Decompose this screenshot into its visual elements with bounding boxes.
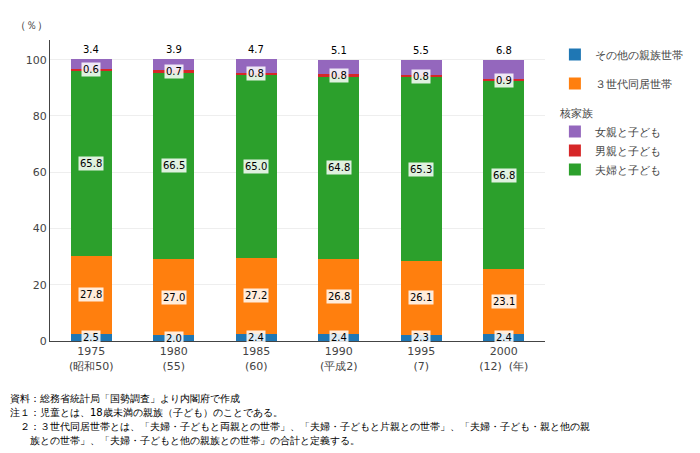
svg-text:資料：総務省統計局「国勢調査」より内閣府で作成: 資料：総務省統計局「国勢調査」より内閣府で作成 [10, 393, 240, 404]
svg-text:男親と子ども: 男親と子ども [595, 145, 661, 158]
svg-text:2.3: 2.3 [413, 332, 429, 343]
svg-text:1990(平成2): 1990(平成2) [320, 345, 358, 372]
svg-text:65.3: 65.3 [410, 164, 432, 175]
svg-text:66.5: 66.5 [163, 160, 185, 171]
svg-text:3.4: 3.4 [83, 44, 99, 55]
svg-text:1985(60): 1985(60) [242, 345, 270, 372]
svg-text:1995(7): 1995(7) [407, 345, 435, 372]
svg-text:女親と子ども: 女親と子ども [595, 126, 661, 139]
svg-text:（％）: （％） [15, 19, 48, 32]
svg-text:23.1: 23.1 [493, 296, 515, 307]
svg-text:4.7: 4.7 [248, 44, 264, 55]
svg-text:64.8: 64.8 [328, 162, 350, 173]
svg-text:65.0: 65.0 [245, 161, 267, 172]
svg-text:0.8: 0.8 [248, 68, 264, 79]
svg-text:60: 60 [33, 166, 47, 179]
svg-text:0.8: 0.8 [413, 71, 429, 82]
svg-text:族との世帯」、「夫婦・子どもと他の親族との世帯」の合計と定義: 族との世帯」、「夫婦・子どもと他の親族との世帯」の合計と定義する。 [10, 435, 360, 446]
svg-text:2.5: 2.5 [83, 332, 99, 343]
svg-text:その他の親族世帯: その他の親族世帯 [595, 49, 683, 62]
svg-text:27.8: 27.8 [80, 289, 102, 300]
svg-text:26.1: 26.1 [410, 292, 432, 303]
svg-text:6.8: 6.8 [496, 45, 512, 56]
svg-text:注１：児童とは、18歳未満の親族（子ども）のことである。: 注１：児童とは、18歳未満の親族（子ども）のことである。 [10, 407, 283, 418]
svg-text:5.5: 5.5 [413, 45, 429, 56]
svg-text:0.9: 0.9 [496, 75, 512, 86]
svg-text:夫婦と子ども: 夫婦と子ども [595, 164, 661, 177]
svg-text:2.4: 2.4 [496, 332, 512, 343]
svg-text:0.6: 0.6 [83, 64, 99, 75]
svg-text:0: 0 [40, 335, 47, 348]
svg-text:核家族: 核家族 [559, 107, 593, 120]
svg-text:66.8: 66.8 [493, 170, 515, 181]
svg-text:100: 100 [26, 54, 47, 67]
svg-text:1975(昭和50): 1975(昭和50) [69, 345, 114, 372]
svg-text:27.0: 27.0 [163, 292, 185, 303]
svg-text:27.2: 27.2 [245, 290, 267, 301]
svg-text:26.8: 26.8 [328, 291, 350, 302]
svg-text:1980(55): 1980(55) [160, 345, 188, 372]
svg-text:80: 80 [33, 110, 47, 123]
svg-text:40: 40 [33, 222, 47, 235]
svg-text:2.4: 2.4 [248, 332, 264, 343]
svg-text:5.1: 5.1 [331, 45, 347, 56]
svg-text:0.7: 0.7 [166, 66, 182, 77]
svg-text:0.8: 0.8 [331, 70, 347, 81]
svg-text:２：３世代同居世帯とは、「夫婦・子どもと両親との世帯」、「夫: ２：３世代同居世帯とは、「夫婦・子どもと両親との世帯」、「夫婦・子どもと片親との… [10, 421, 590, 432]
svg-text:65.8: 65.8 [80, 158, 102, 169]
svg-text:３世代同居世帯: ３世代同居世帯 [595, 78, 672, 91]
svg-text:2000(12) (年): 2000(12) (年) [479, 345, 528, 372]
svg-text:20: 20 [33, 279, 47, 292]
svg-text:2.4: 2.4 [331, 332, 347, 343]
svg-text:3.9: 3.9 [166, 44, 182, 55]
svg-text:2.0: 2.0 [166, 333, 182, 344]
